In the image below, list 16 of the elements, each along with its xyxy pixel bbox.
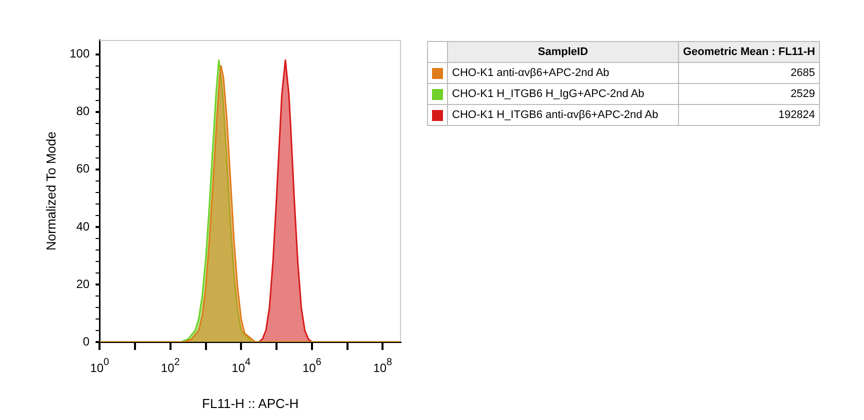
text: 192824 (678, 104, 820, 126)
y-axis-title: Normalized To Mode (43, 132, 58, 250)
legend-title: SampleID (448, 42, 678, 62)
y-tick-label: 20 (76, 276, 90, 291)
y-tick-label: 40 (76, 219, 90, 234)
legend-label: CHO-K1 anti-αvβ6+APC-2nd Ab (448, 62, 678, 84)
text: 2685 (678, 62, 820, 84)
legend-label: CHO-K1 H_ITGB6 anti-αvβ6+APC-2nd Ab (448, 104, 678, 126)
legend-label: CHO-K1 H_ITGB6 H_IgG+APC-2nd Ab (448, 84, 678, 104)
text: Geometric Mean : FL11-H (678, 42, 820, 62)
y-tick-label: 0 (82, 334, 90, 348)
x-axis-title: FL11-H :: APC-H (202, 396, 299, 411)
text: 2529 (678, 84, 820, 104)
y-tick-label: 80 (76, 104, 90, 118)
y-tick-label: 60 (76, 162, 90, 176)
y-tick-label: 100 (70, 46, 90, 61)
